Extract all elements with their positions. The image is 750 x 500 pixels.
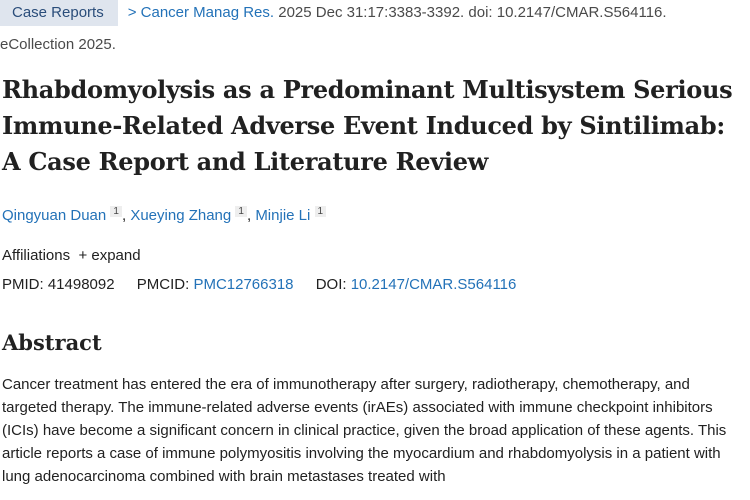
ecollection-text: eCollection 2025. — [0, 36, 116, 53]
journal-link[interactable]: > Cancer Manag Res. — [127, 4, 275, 21]
citation-text: 2025 Dec 31:17:3383-3392. doi: 10.2147/C… — [278, 4, 667, 21]
publication-type-badge[interactable]: Case Reports — [0, 0, 118, 26]
author-link[interactable]: Qingyuan Duan — [2, 207, 107, 224]
abstract-text: Cancer treatment has entered the era of … — [2, 376, 727, 485]
pmid-value: 41498092 — [47, 276, 115, 293]
doi-label: DOI: — [315, 276, 347, 293]
authors-list: Qingyuan Duan 1, Xueying Zhang 1, Minjie… — [2, 206, 327, 224]
affiliations-label: Affiliations — [2, 247, 71, 264]
doi-link[interactable]: 10.2147/CMAR.S564116 — [350, 276, 517, 293]
pmcid-link[interactable]: PMC12766318 — [193, 276, 294, 293]
expand-button[interactable]: + expand — [78, 247, 141, 264]
author-link[interactable]: Xueying Zhang — [130, 207, 232, 224]
citation-line: Case Reports > Cancer Manag Res. 2025 Dec… — [0, 0, 667, 26]
affiliation-ref[interactable]: 1 — [235, 206, 247, 217]
affiliation-ref[interactable]: 1 — [314, 206, 327, 217]
pmcid-label: PMCID: — [136, 276, 190, 293]
article-title: Rhabdomyolysis as a Predominant Multisys… — [2, 75, 733, 176]
abstract-heading: Abstract — [2, 330, 102, 355]
journal-name: Cancer Manag Res. — [140, 4, 275, 21]
affiliations-row: Affiliations + expand — [2, 247, 141, 264]
pmid-label: PMID: — [2, 276, 44, 293]
identifiers-row: PMID: 41498092 PMCID: PMC12766318 DOI: 1… — [2, 276, 516, 293]
affiliation-ref[interactable]: 1 — [110, 206, 122, 217]
author-link[interactable]: Minjie Li — [255, 207, 311, 224]
